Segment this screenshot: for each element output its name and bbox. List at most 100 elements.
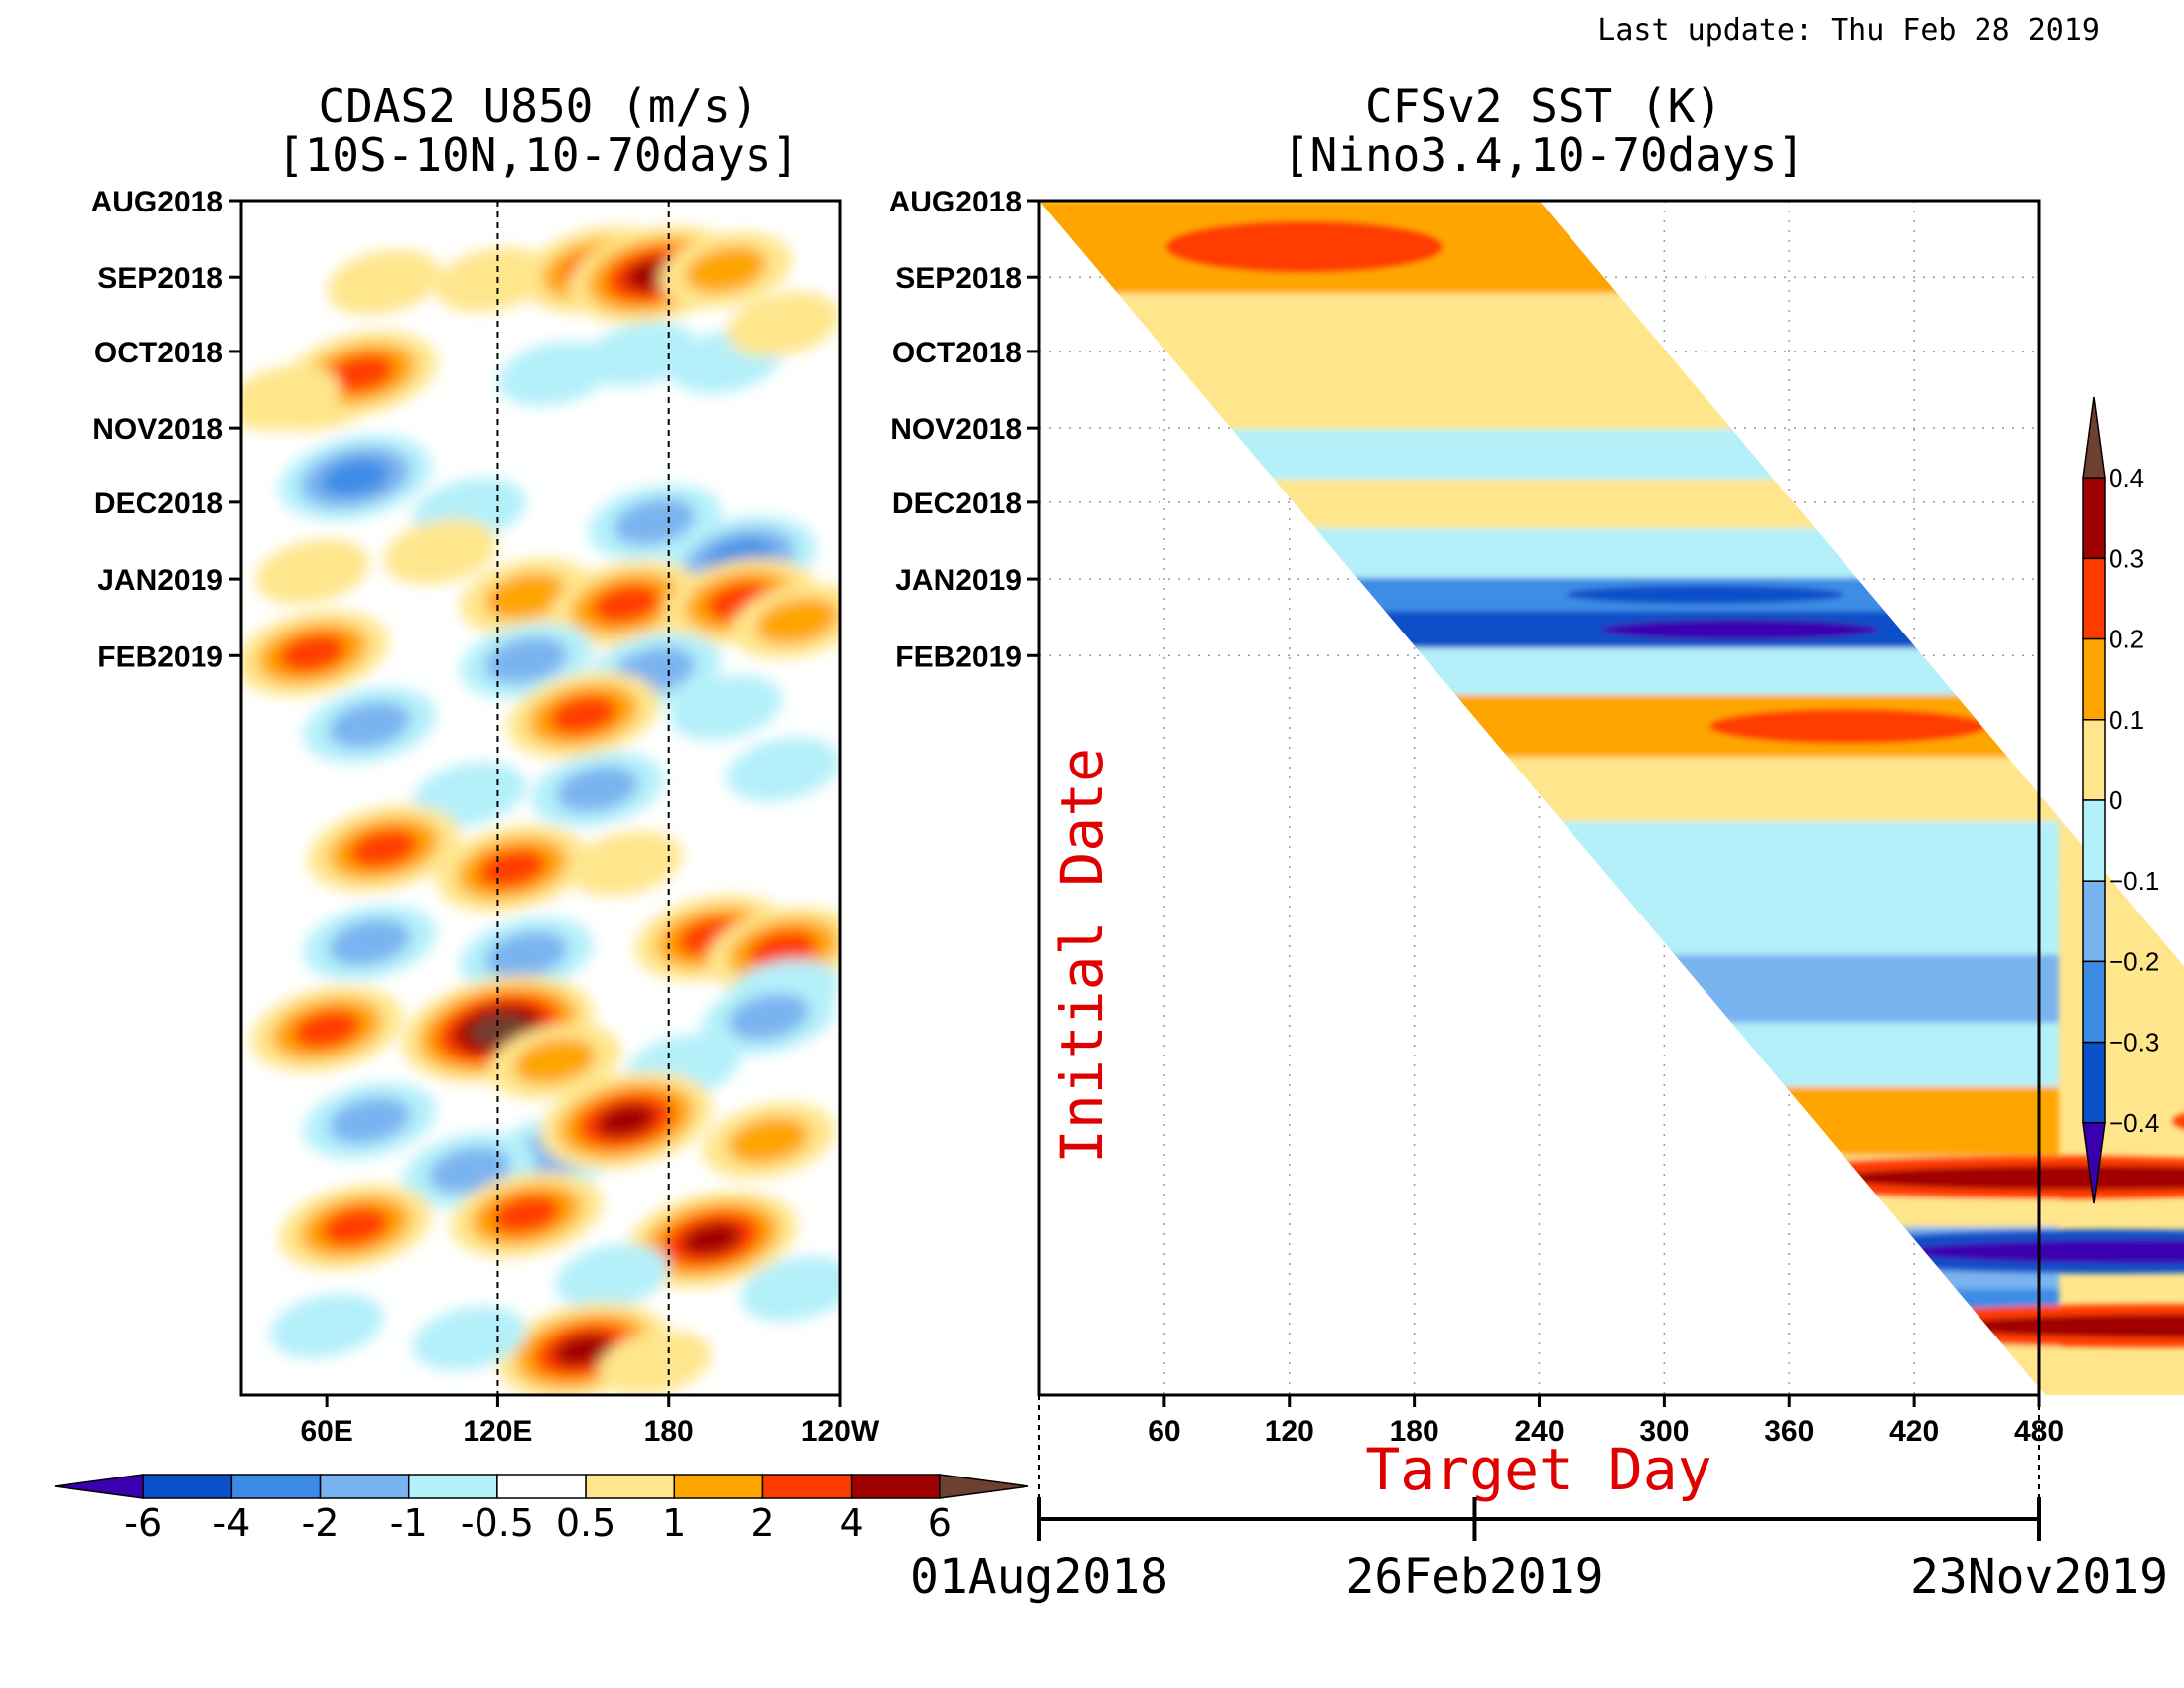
sst-colorbar-swatch	[2082, 799, 2106, 882]
u850-colorbar-label: 4	[840, 1501, 864, 1545]
u850-ytick-label: OCT2018	[94, 337, 223, 369]
sst-title: CFSv2 SST (K)	[1365, 79, 1722, 133]
sst-xtick-label: 360	[1764, 1415, 1814, 1448]
last-update: Last update: Thu Feb 28 2019	[1597, 13, 2100, 48]
sst-xtick-label: 480	[2014, 1415, 2064, 1448]
u850-colorbar-swatch	[407, 1474, 498, 1499]
sst-date-label: 01Aug2018	[910, 1549, 1168, 1605]
u850-blob-49-level-3	[321, 1207, 390, 1246]
u850-plot-frame	[239, 199, 842, 1397]
u850-blob-0-level-1	[327, 249, 441, 315]
u850-blob-37-level-3	[749, 930, 817, 969]
sst-band-core	[1165, 220, 1444, 273]
u850-subtitle: [10S-10N,10-70days]	[277, 128, 799, 182]
u850-blob-4-level-2	[685, 246, 767, 294]
u850-blob-6-level-3	[327, 354, 395, 393]
sst-colorbar-swatch	[2082, 1041, 2106, 1124]
u850-blob-31-level-3	[349, 829, 418, 868]
sst-ytick-label: OCT2018	[892, 337, 1022, 369]
u850-blob-21-level-2	[755, 598, 839, 644]
u850-colorbar-swatch	[496, 1474, 587, 1499]
u850-blob-51-level-4	[681, 1222, 742, 1256]
sst-colorbar-label: 0.3	[2109, 543, 2144, 573]
u850-blob-44-level-2	[329, 1097, 411, 1144]
sst-strong-inner-0	[1840, 1165, 2184, 1190]
u850-colorbar-swatch	[761, 1474, 853, 1499]
sst-panel: CFSv2 SST (K) [Nino3.4,10-70days] AUG201…	[889, 79, 2184, 1605]
u850-xtick-label: 180	[644, 1415, 694, 1448]
u850-blob-25-level-2	[329, 701, 411, 749]
u850-blob-23-level-2	[484, 636, 568, 684]
u850-blob-53-level-1	[740, 1256, 840, 1322]
sst-x-axis: 60 120 180 240 300 360 420 480	[1148, 1395, 2064, 1448]
u850-ytick-label: NOV2018	[92, 413, 223, 446]
u850-blob-48-level-2	[428, 1146, 510, 1194]
u850-blob-57-level-1	[598, 1330, 712, 1395]
sst-ytick-label: SEP2018	[895, 262, 1022, 295]
u850-xtick-label: 120W	[801, 1415, 880, 1448]
u850-colorbar-label: -2	[302, 1501, 340, 1545]
u850-blob-29-level-2	[556, 766, 639, 813]
sst-date-axis: 01Aug2018 26Feb2019 23Nov2019	[910, 1395, 2168, 1605]
u850-colorbar-swatch	[142, 1474, 233, 1499]
u850-blob-41-level-2	[513, 1038, 596, 1085]
u850-colorbar-swatch	[585, 1474, 676, 1499]
u850-colorbar-arrow-high	[939, 1474, 1029, 1499]
sst-colorbar-label: −0.2	[2109, 946, 2159, 976]
sst-colorbar-arrow-high	[2082, 396, 2106, 479]
sst-strong-inner-1	[1902, 1239, 2184, 1264]
u850-colorbar-label: 1	[662, 1501, 686, 1545]
sst-colorbar-swatch	[2082, 719, 2106, 801]
u850-ytick-label: DEC2018	[94, 488, 223, 520]
u850-colorbar-label: 2	[751, 1501, 774, 1545]
u850-colorbar: -6 -4 -2 -1 -0.5 0.5 1 2 4 6	[54, 1474, 1029, 1545]
u850-blob-1-level-1	[435, 247, 549, 313]
u850-colorbar-swatch	[850, 1474, 941, 1499]
sst-colorbar-label: 0.4	[2109, 463, 2144, 492]
sst-colorbar-label: −0.1	[2109, 866, 2159, 896]
u850-blob-43-level-2	[728, 993, 810, 1041]
u850-colorbar-label: -6	[124, 1501, 162, 1545]
u850-ytick-label: JAN2019	[97, 564, 223, 597]
u850-blob-33-level-1	[569, 830, 683, 897]
u850-blob-46-level-4	[596, 1103, 656, 1138]
sst-xlabel: Target Day	[1365, 1436, 1711, 1503]
sst-date-label: 26Feb2019	[1345, 1549, 1603, 1605]
sst-colorbar-swatch	[2082, 880, 2106, 963]
sst-colorbar-swatch	[2082, 637, 2106, 721]
sst-colorbar-arrow-low	[2082, 1122, 2106, 1204]
u850-blob-8-level-1	[497, 341, 612, 406]
u850-colorbar-arrow-low	[54, 1474, 144, 1499]
u850-x-axis: 60E 120E 180 120W	[300, 1395, 880, 1448]
sst-xtick-label: 60	[1148, 1415, 1180, 1448]
u850-colorbar-swatch	[673, 1474, 764, 1499]
sst-colorbar-label: 0.1	[2109, 705, 2144, 735]
sst-ylabel: Initial Date	[1048, 748, 1116, 1164]
u850-blob-55-level-4	[553, 1334, 614, 1368]
u850-contours	[241, 226, 840, 1395]
u850-blob-47-level-2	[728, 1117, 810, 1164]
sst-xtick-label: 420	[1889, 1415, 1939, 1448]
sst-colorbar-swatch	[2082, 960, 2106, 1044]
u850-blob-32-level-3	[478, 849, 546, 888]
u850-blob-18-level-2	[484, 573, 568, 620]
u850-xtick-label: 60E	[300, 1415, 352, 1448]
sst-ytick-label: DEC2018	[892, 488, 1022, 520]
sst-strong-inner-2	[1946, 1314, 2184, 1338]
u850-xtick-label: 120E	[463, 1415, 532, 1448]
u850-blob-54-level-1	[270, 1293, 384, 1358]
u850-blob-34-level-2	[329, 918, 411, 966]
u850-blob-50-level-3	[491, 1195, 561, 1234]
sst-date-label: 23Nov2019	[1910, 1549, 2168, 1605]
u850-colorbar-swatch	[319, 1474, 410, 1499]
u850-blob-35-level-2	[484, 931, 568, 979]
sst-ytick-label: FEB2019	[895, 640, 1022, 673]
u850-ytick-label: SEP2018	[97, 262, 223, 295]
sst-colorbar-swatch	[2082, 557, 2106, 640]
u850-blob-15-level-2	[614, 498, 696, 546]
u850-reference-lines	[496, 201, 670, 1395]
u850-blob-14-level-1	[383, 519, 498, 585]
u850-blob-39-level-3	[292, 1010, 361, 1049]
sst-xtick-label: 300	[1639, 1415, 1689, 1448]
